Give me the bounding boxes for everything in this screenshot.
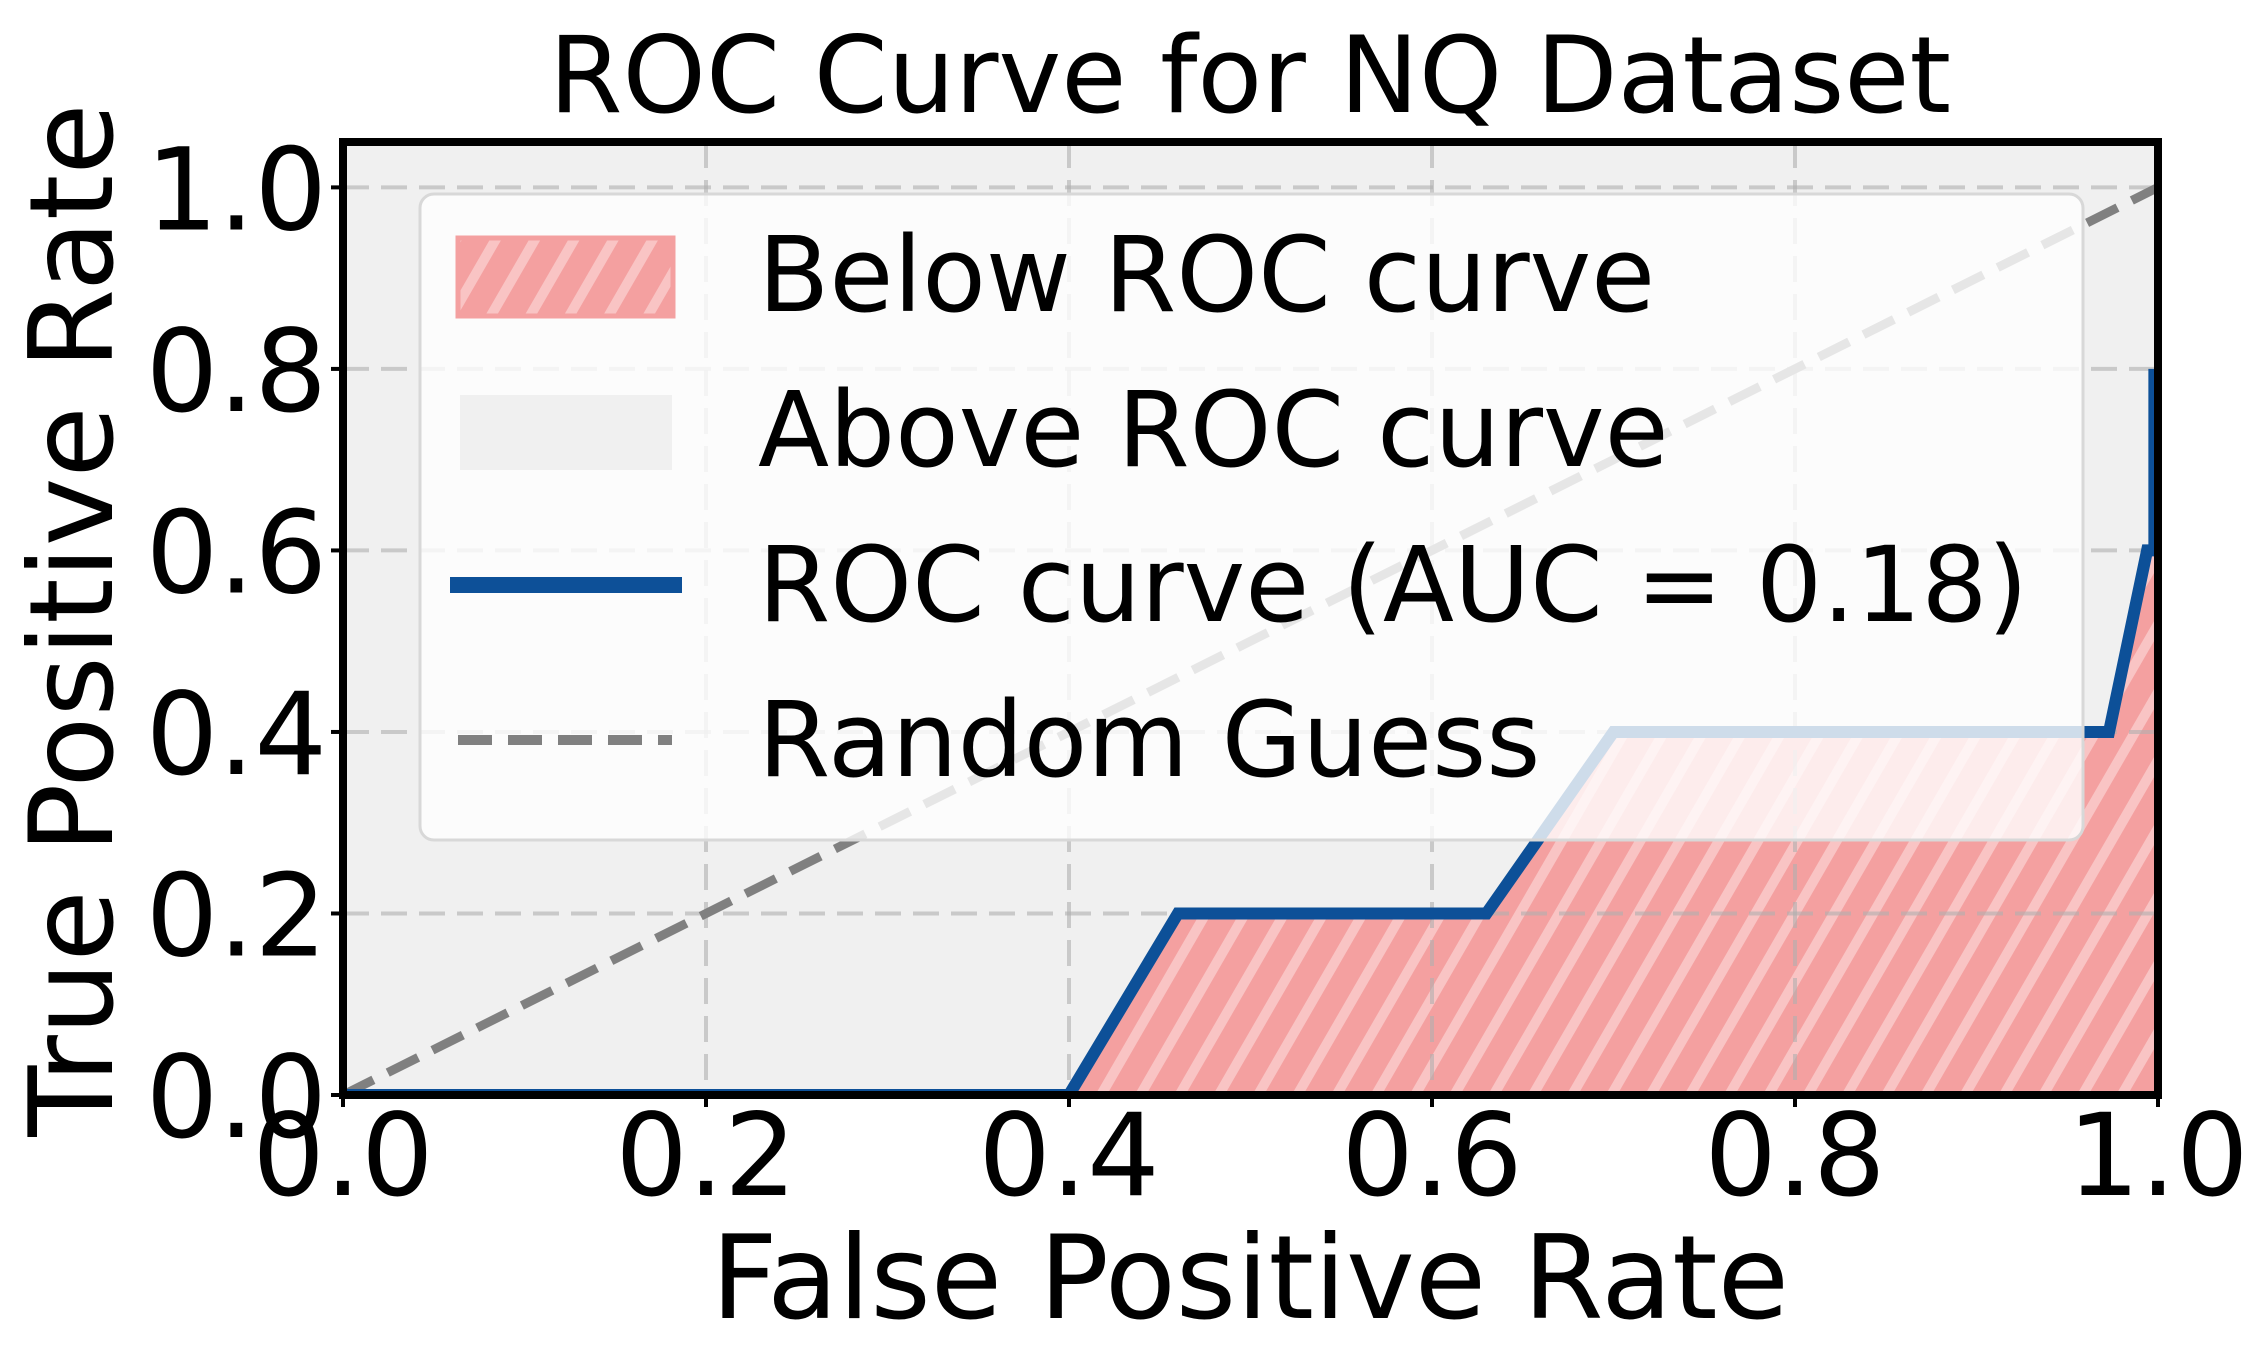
legend-label: Random Guess: [758, 679, 1541, 801]
y-tick-label: 0.0: [146, 1031, 327, 1164]
legend-label: Above ROC curve: [758, 369, 1669, 491]
legend-box: [418, 192, 2085, 842]
chart-title: ROC Curve for NQ Dataset: [549, 14, 1951, 137]
y-tick-label: 0.6: [146, 486, 327, 619]
legend-label: Below ROC curve: [758, 214, 1655, 336]
legend-swatch-above: [460, 395, 672, 470]
y-tick-label: 1.0: [146, 123, 327, 256]
legend-swatch-below: [455, 235, 676, 319]
x-tick-label: 0.8: [1704, 1089, 1885, 1222]
x-axis-label: False Positive Rate: [711, 1211, 1789, 1346]
below-roc-fill: [343, 368, 2158, 1095]
legend-label: ROC curve (AUC = 0.18): [758, 524, 2028, 646]
x-tick-label: 0.4: [978, 1089, 1159, 1222]
y-tick-label: 0.4: [146, 668, 327, 801]
x-tick-label: 1.0: [2067, 1089, 2248, 1222]
y-tick-label: 0.8: [146, 305, 327, 438]
legend: Below ROC curve Above ROC curve ROC curve …: [418, 192, 2085, 842]
y-tick-label: 0.2: [146, 849, 327, 982]
x-tick-label: 0.0: [252, 1089, 433, 1222]
axes-frame: [339, 138, 2162, 1099]
y-axis-label: True Positive Rate: [5, 103, 140, 1137]
x-tick-label: 0.2: [615, 1089, 796, 1222]
x-tick-label: 0.6: [1341, 1089, 1522, 1222]
